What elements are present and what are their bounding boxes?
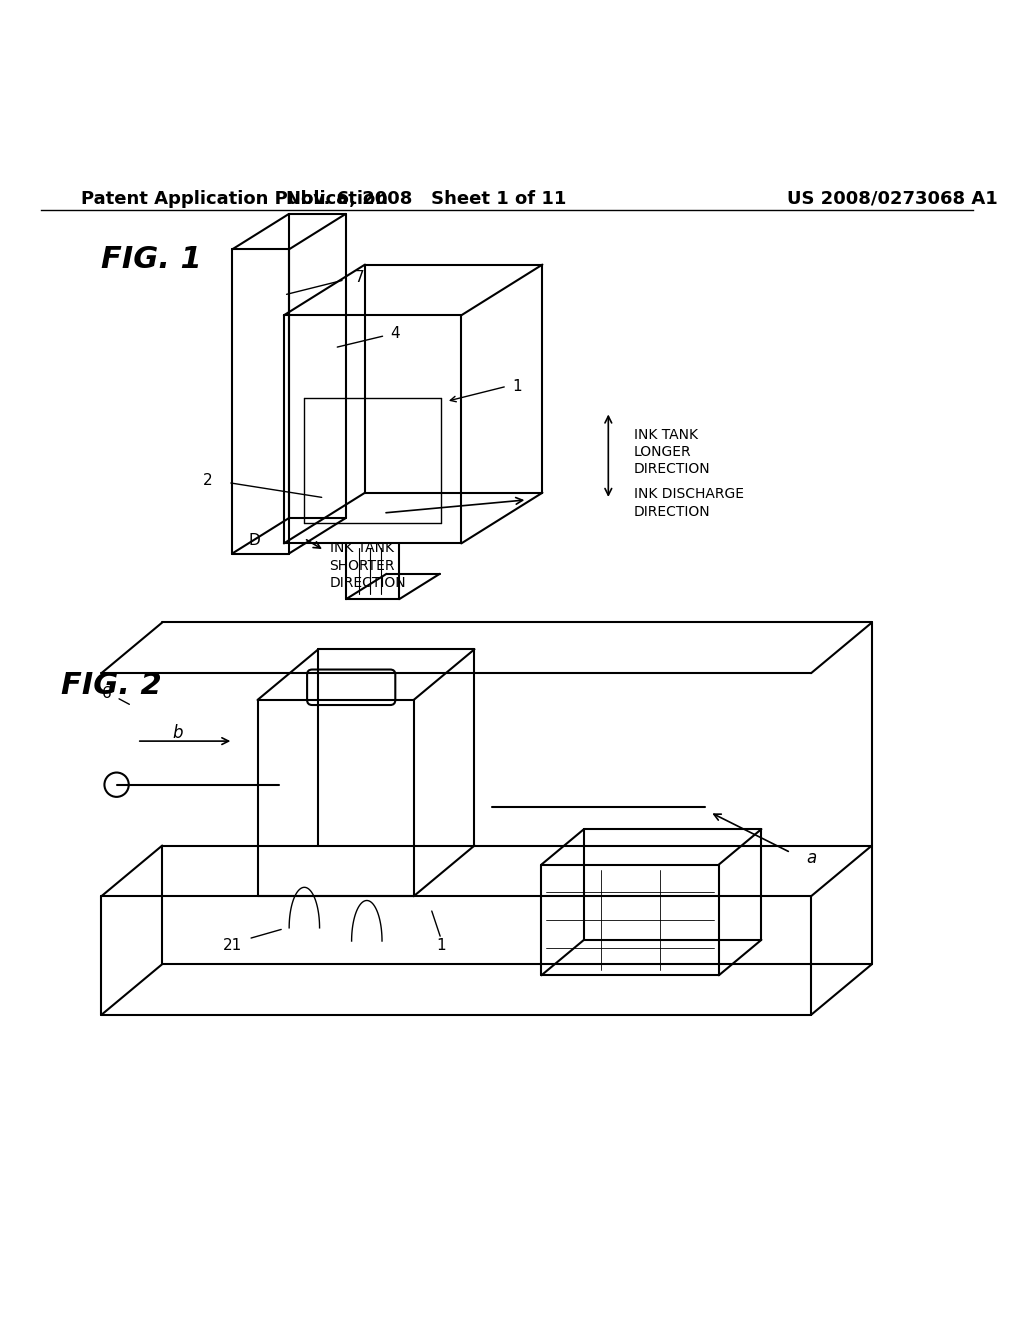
Text: 7: 7	[355, 271, 365, 285]
Text: Patent Application Publication: Patent Application Publication	[81, 190, 388, 207]
Text: Nov. 6, 2008   Sheet 1 of 11: Nov. 6, 2008 Sheet 1 of 11	[286, 190, 566, 207]
Text: 1: 1	[512, 379, 521, 393]
Text: D: D	[249, 533, 260, 548]
Text: 21: 21	[223, 939, 243, 953]
Text: 1: 1	[436, 939, 445, 953]
Text: 2: 2	[203, 473, 212, 488]
Text: INK TANK
LONGER
DIRECTION: INK TANK LONGER DIRECTION	[634, 428, 711, 477]
Text: 4: 4	[390, 326, 400, 341]
Text: a: a	[806, 849, 816, 867]
Text: FIG. 1: FIG. 1	[101, 246, 202, 275]
Text: INK DISCHARGE
DIRECTION: INK DISCHARGE DIRECTION	[634, 487, 743, 519]
Text: b: b	[172, 723, 182, 742]
Text: INK TANK
SHORTER
DIRECTION: INK TANK SHORTER DIRECTION	[330, 541, 407, 590]
Text: FIG. 2: FIG. 2	[60, 671, 162, 700]
Text: US 2008/0273068 A1: US 2008/0273068 A1	[786, 190, 997, 207]
Text: 6: 6	[101, 686, 112, 701]
